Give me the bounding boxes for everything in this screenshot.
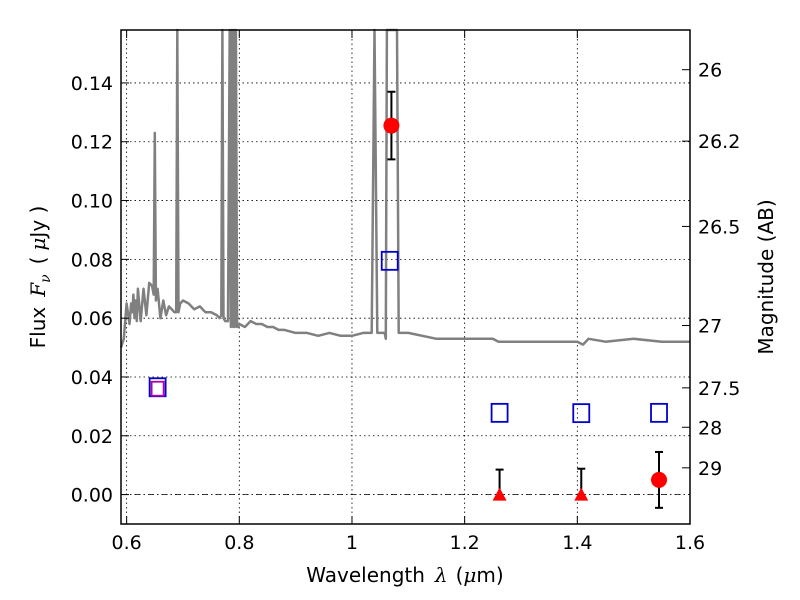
y-tick-label: 0.14 — [71, 73, 113, 95]
y-tick-label: 0.08 — [71, 249, 113, 271]
model-photometry-square — [490, 402, 509, 423]
x-axis-label: Wavelength λ (μm) — [306, 563, 503, 587]
y2-tick-label: 26.5 — [698, 216, 740, 238]
y2-tick-label: 27 — [698, 316, 722, 338]
x-tick-label: 1.4 — [562, 532, 592, 554]
model-photometry-square — [380, 250, 399, 271]
x-tick-label: 1.6 — [675, 532, 705, 554]
upper-limit-point — [574, 487, 589, 501]
spectrum-series — [119, 28, 690, 348]
x-tick-label: 1.2 — [450, 532, 480, 554]
plot-frame — [120, 29, 691, 525]
x-tick-label: 1 — [346, 532, 358, 554]
flux-point — [651, 471, 668, 488]
model-photometry-square — [572, 403, 591, 424]
x-tick-label: 0.8 — [224, 532, 254, 554]
y2-tick-label: 28 — [698, 417, 722, 439]
y-axis-label: FluxFν(μJy ) — [26, 206, 54, 349]
y-tick-label: 0.12 — [71, 132, 113, 154]
upper-limit-point — [492, 487, 507, 501]
y-tick-label: 0.06 — [71, 308, 113, 330]
y-tick-label: 0.04 — [71, 367, 113, 389]
observed-photometry-square — [150, 380, 165, 397]
spectrum-line — [119, 28, 690, 348]
y2-tick-label: 26.2 — [698, 131, 740, 153]
flux-point — [383, 117, 400, 134]
y2-tick-label: 26 — [698, 60, 722, 82]
y-tick-label: 0.00 — [71, 485, 113, 507]
y-tick-label: 0.02 — [71, 426, 113, 448]
y2-tick-label: 27.5 — [698, 378, 740, 400]
y2-tick-label: 29 — [698, 458, 722, 480]
y2-axis-label: Magnitude (AB) — [754, 199, 778, 354]
y-tick-label: 0.10 — [71, 191, 113, 213]
model-photometry-square — [650, 402, 668, 423]
axis-ticks: 0.6 0.8 1 1.2 1.4 1.6 0.00 0.02 0.04 0.06 0.08 0.10… — [71, 30, 740, 554]
x-tick-label: 0.6 — [112, 532, 142, 554]
photometry-points — [148, 90, 668, 509]
grid-lines — [121, 30, 691, 524]
